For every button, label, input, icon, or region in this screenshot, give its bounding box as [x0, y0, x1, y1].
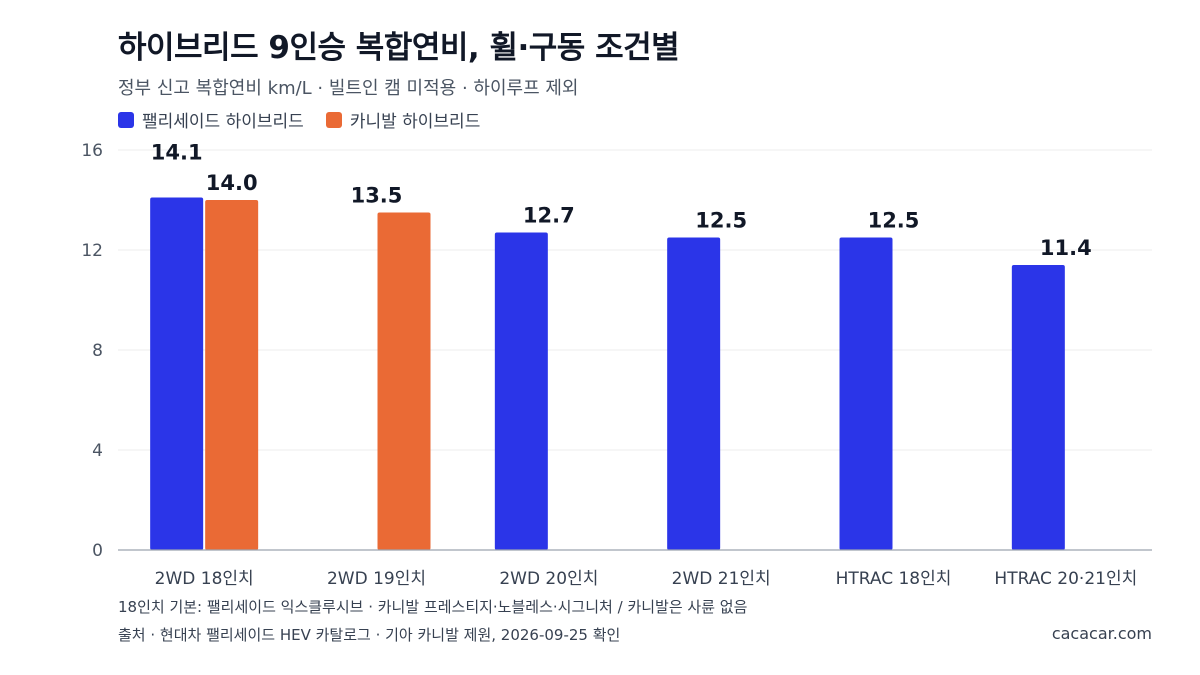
x-tick-label: HTRAC 20·21인치: [994, 569, 1137, 589]
y-tick-label: 16: [81, 141, 103, 161]
y-tick-label: 0: [92, 541, 103, 561]
chart-subtitle: 정부 신고 복합연비 km/L · 빌트인 캠 미적용 · 하이루프 제외: [118, 78, 579, 99]
legend-label-carnival: 카니발 하이브리드: [349, 112, 481, 132]
bar: [150, 197, 204, 550]
bar: [205, 200, 259, 550]
legend-item-carnival: 카니발 하이브리드: [325, 107, 481, 132]
y-tick-label: 8: [92, 341, 103, 361]
x-tick-label: 2WD 21인치: [672, 569, 771, 589]
legend-swatch-palisade: [118, 111, 134, 128]
bar: [494, 232, 548, 550]
chart-title: 하이브리드 9인승 복합연비, 휠·구동 조건별: [118, 30, 680, 66]
data-label: 12.7: [523, 204, 575, 228]
y-tick-label: 12: [81, 241, 103, 261]
x-tick-label: HTRAC 18인치: [836, 569, 952, 589]
bar: [667, 237, 721, 550]
legend-label-palisade: 팰리세이드 하이브리드: [142, 112, 304, 132]
x-tick-label: 2WD 19인치: [327, 569, 426, 589]
x-tick-label: 2WD 18인치: [155, 569, 254, 589]
legend-swatch-carnival: [325, 111, 342, 128]
data-label: 14.1: [151, 141, 203, 165]
data-label: 14.0: [206, 171, 258, 195]
legend-item-palisade: 팰리세이드 하이브리드: [118, 107, 304, 132]
x-tick-label: 2WD 20인치: [499, 569, 598, 589]
footnote: 18인치 기본: 팰리세이드 익스클루시브 · 카니발 프레스티지·노블레스·시…: [118, 598, 748, 616]
bar: [377, 212, 431, 550]
data-label: 11.4: [1040, 236, 1092, 260]
data-label: 13.5: [351, 184, 403, 208]
legend: 팰리세이드 하이브리드 카니발 하이브리드: [118, 107, 480, 132]
data-label: 12.5: [695, 209, 747, 233]
y-tick-label: 4: [92, 441, 103, 461]
bar: [839, 237, 893, 550]
source-note: 출처 · 현대차 팰리세이드 HEV 카탈로그 · 기아 카니발 제원, 202…: [118, 626, 621, 644]
bar: [1011, 265, 1065, 550]
brand-label: cacacar.com: [1051, 624, 1152, 643]
data-label: 12.5: [868, 209, 920, 233]
